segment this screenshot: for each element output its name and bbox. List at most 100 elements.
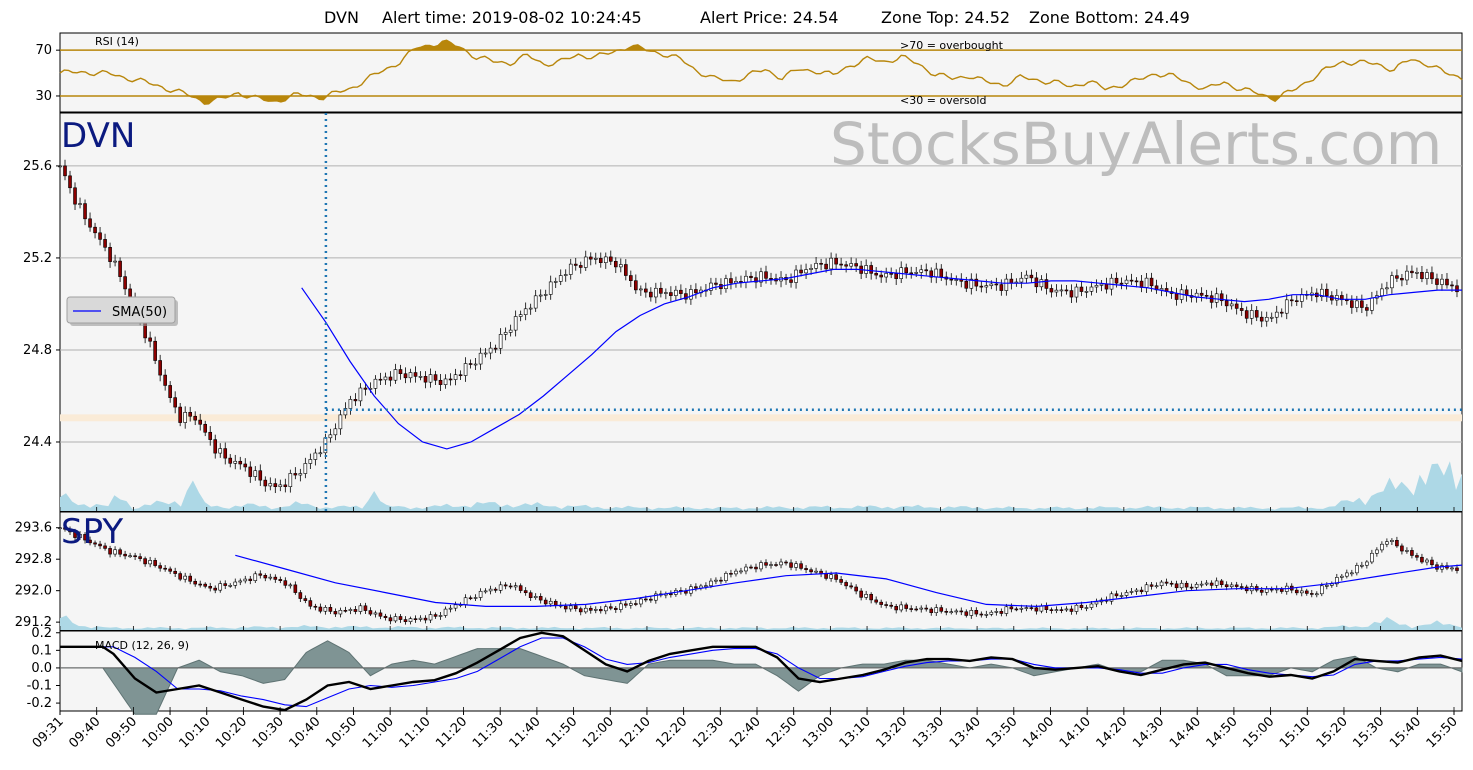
spy-candle-body — [944, 610, 949, 613]
spy-candle-body — [694, 586, 698, 589]
dvn-candle-body — [263, 479, 268, 487]
dvn-candle-body — [268, 483, 273, 487]
dvn-candle-body — [608, 256, 613, 262]
spy-candle-body — [824, 573, 828, 579]
spy-candle-body — [1019, 607, 1024, 610]
x-tick-label: 12:10 — [617, 714, 654, 751]
dvn-ytick-label: 25.6 — [23, 159, 52, 174]
sma-legend-label: SMA(50) — [112, 305, 167, 320]
x-tick-label: 14:50 — [1204, 714, 1241, 751]
dvn-candle-body — [854, 263, 858, 267]
spy-candle-body — [879, 601, 883, 605]
spy-candle-body — [1034, 607, 1039, 612]
spy-candle-body — [904, 604, 909, 609]
x-tick-label: 11:30 — [470, 714, 507, 751]
dvn-candle-body — [764, 271, 768, 279]
spy-candle-body — [453, 604, 458, 609]
dvn-candle-body — [1380, 288, 1384, 296]
macd-signal-line — [60, 637, 1463, 708]
spy-candle-body — [734, 570, 738, 575]
spy-candle-body — [899, 604, 904, 611]
dvn-candle-body — [1395, 275, 1399, 279]
spy-candle-body — [1094, 601, 1099, 605]
dvn-candle-body — [1059, 289, 1064, 292]
rsi-oversold-fill — [60, 95, 1462, 105]
dvn-candle-body — [919, 269, 924, 273]
spy-sma-line — [235, 554, 1463, 608]
spy-candle-body — [859, 590, 863, 598]
dvn-candle-body — [348, 399, 353, 409]
dvn-candle-body — [1134, 280, 1139, 283]
spy-candle-body — [784, 561, 788, 564]
dvn-candle-body — [1360, 300, 1364, 308]
title-zone-top: Zone Top: 24.52 — [881, 8, 1010, 27]
spy-candle-body — [1149, 584, 1154, 587]
dvn-candle-body — [148, 337, 152, 342]
spy-candle-body — [408, 618, 413, 622]
spy-candle-body — [844, 582, 848, 587]
spy-candle-body — [959, 610, 964, 613]
dvn-candle-body — [639, 288, 643, 291]
spy-candle-body — [759, 562, 763, 570]
dvn-candle-body — [1229, 303, 1234, 307]
dvn-candle-body — [1149, 277, 1154, 287]
macd-ytick-label: -0.1 — [27, 679, 52, 694]
dvn-candle-body — [223, 448, 228, 459]
spy-candle-body — [939, 607, 944, 612]
dvn-candle-body — [1415, 272, 1419, 274]
spy-candle-body — [994, 611, 999, 613]
dvn-candle-body — [193, 415, 197, 421]
spy-candle-body — [739, 570, 743, 573]
dvn-candle-body — [814, 262, 818, 269]
dvn-candle-body — [1234, 303, 1239, 309]
x-tick-label: 14:10 — [1057, 714, 1094, 751]
spy-candle-body — [949, 611, 954, 614]
spy-candle-body — [393, 616, 398, 622]
spy-candle-body — [1219, 580, 1224, 586]
x-tick-label: 10:30 — [250, 714, 287, 751]
sma-legend: SMA(50) — [66, 296, 178, 326]
spy-candle-body — [1314, 593, 1319, 596]
macd-line — [60, 631, 1463, 712]
spy-candle-body — [513, 585, 518, 588]
spy-candle-body — [854, 586, 858, 592]
spy-candle-body — [123, 553, 127, 557]
spy-candle-body — [153, 560, 157, 566]
spy-candle-body — [1209, 582, 1214, 586]
x-tick-label: 11:40 — [507, 714, 544, 751]
spy-candle-body — [1049, 609, 1054, 611]
dvn-candle-body — [1004, 278, 1009, 291]
spy-volume-area — [60, 615, 1462, 630]
dvn-candle-body — [538, 294, 543, 297]
dvn-candle-body — [624, 264, 628, 276]
spy-candle-body — [613, 607, 618, 610]
dvn-candle-body — [1289, 299, 1294, 302]
spy-candle-body — [1064, 608, 1069, 611]
title-symbol: DVN — [324, 8, 359, 27]
dvn-candle-body — [1370, 297, 1374, 311]
spy-candle-body — [503, 584, 508, 587]
spy-candle-body — [543, 599, 548, 605]
rsi-overbought-label: >70 = overbought — [900, 39, 1004, 52]
dvn-candle-body — [1294, 300, 1299, 302]
spy-candle-body — [143, 558, 147, 565]
spy-candle-body — [984, 614, 989, 616]
dvn-candle-body — [1024, 274, 1029, 279]
dvn-candle-body — [548, 281, 553, 295]
spy-candle-body — [313, 605, 318, 608]
spy-candle-body — [669, 593, 673, 596]
spy-candle-body — [428, 614, 433, 621]
dvn-candle-body — [634, 280, 638, 291]
spy-candle-body — [954, 610, 959, 613]
spy-candle-body — [809, 569, 813, 573]
spy-candle-body — [413, 618, 418, 620]
dvn-candle-body — [1430, 272, 1434, 280]
spy-candle-body — [133, 555, 137, 558]
spy-candle-body — [874, 599, 878, 603]
x-tick-label: 13:50 — [984, 714, 1021, 751]
spy-candle-body — [358, 605, 363, 612]
dvn-candle-body — [473, 363, 478, 366]
spy-candle-body — [889, 604, 893, 607]
dvn-candle-body — [68, 175, 72, 189]
spy-candle-body — [1355, 565, 1359, 574]
